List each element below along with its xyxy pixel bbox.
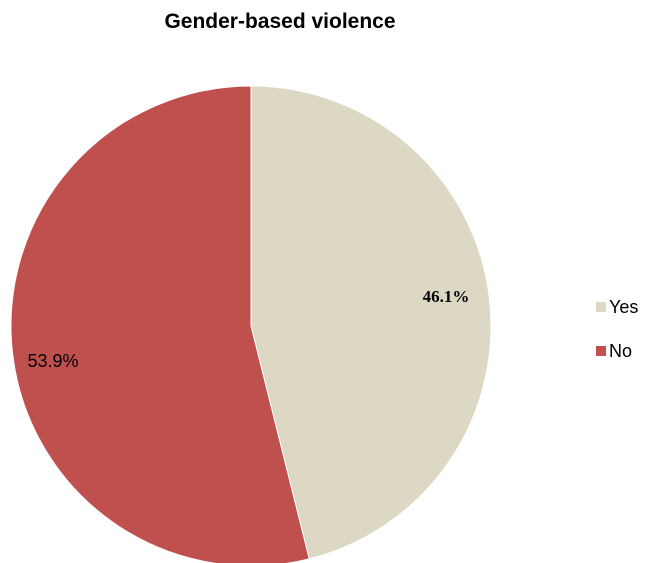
pie-slice-yes [250,85,492,560]
legend-item-no: No [596,338,638,364]
legend-label-yes: Yes [609,296,639,317]
legend-swatch-no [596,346,606,356]
legend-item-yes: Yes [596,294,638,320]
legend-label-no: No [609,340,633,361]
chart-title: Gender-based violence [164,10,396,33]
pie-slice-no [10,85,310,563]
pie-slices [10,85,492,563]
slice-label-no: 53.9% [27,351,78,371]
slice-label-yes: 46.1% [423,287,470,306]
legend-swatch-yes [596,302,606,312]
legend: Yes No [596,294,638,382]
